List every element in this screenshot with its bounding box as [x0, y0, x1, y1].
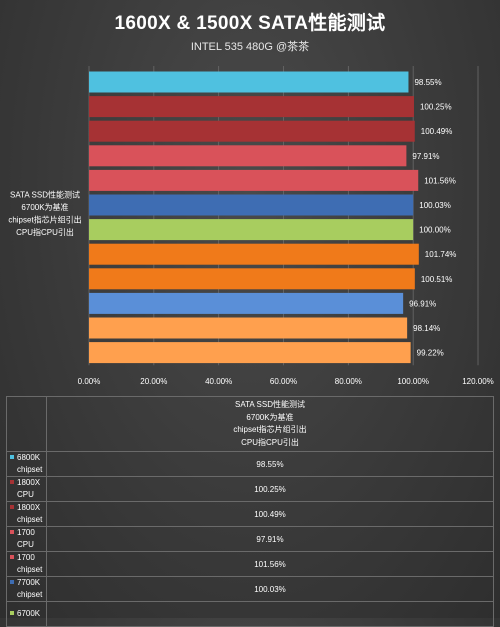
category-label-line: 6700K为基准 [21, 202, 68, 212]
table-corner [6, 396, 47, 452]
row-value: 100.25% [46, 476, 494, 502]
table-row: 1800X CPU 100.25% [6, 476, 494, 502]
x-tick-label: 60.00% [270, 377, 297, 386]
data-label: 96.91% [409, 299, 436, 308]
data-label: 100.25% [420, 103, 452, 112]
table-row: 6700K [6, 601, 494, 627]
bar [89, 292, 404, 314]
row-label-text: 1700 [17, 528, 35, 537]
bar [89, 169, 419, 191]
row-label-text: 1800X [17, 478, 41, 487]
table-row: 1800X chipset 100.49% [6, 501, 494, 527]
bar-chart: 98.55% 100.25% 100.49% 97.91% 101.56% 100.03%… [8, 66, 494, 386]
row-value: 100.49% [46, 501, 494, 527]
row-label: 1800X CPU [6, 476, 47, 502]
x-tick-label: 40.00% [205, 377, 232, 386]
legend-swatch [10, 455, 14, 460]
legend-swatch [10, 555, 14, 560]
data-label: 100.03% [419, 201, 451, 210]
bar [89, 268, 415, 290]
row-value: 98.55% [46, 451, 494, 477]
category-label-line: CPU指CPU引出 [16, 227, 74, 237]
row-label-line1: 1700 [8, 527, 46, 539]
chart-subtitle: INTEL 535 480G @茶茶 [190, 41, 310, 53]
bar [89, 96, 414, 118]
data-label: 100.49% [421, 127, 453, 136]
data-label: 99.22% [417, 349, 444, 358]
x-tick-label: 120.00% [462, 377, 494, 386]
bar [89, 194, 414, 216]
data-label: 98.14% [413, 324, 440, 333]
row-value: 97.91% [46, 526, 494, 552]
row-label-text: 1800X [17, 503, 41, 512]
data-label: 97.91% [412, 152, 439, 161]
x-tick-label: 100.00% [397, 377, 429, 386]
row-label: 1700 chipset [6, 551, 47, 577]
x-tick-label: 20.00% [140, 377, 167, 386]
row-label-line1: 6800K [8, 452, 46, 464]
table-row: 7700K chipset 100.03% [6, 576, 494, 602]
bar [89, 120, 415, 142]
bar [89, 71, 409, 93]
row-label-text: 7700K [17, 578, 41, 587]
row-label: 7700K chipset [6, 576, 47, 602]
row-label-line1: 1800X [8, 502, 46, 514]
category-label-line: chipset指芯片组引出 [8, 215, 81, 225]
table-header-line: SATA SSD性能测试 [235, 400, 305, 409]
x-tick-label: 80.00% [335, 377, 362, 386]
row-label: 1700 CPU [6, 526, 47, 552]
bar [89, 243, 419, 265]
bar [89, 317, 408, 339]
x-tick-label: 0.00% [78, 377, 101, 386]
chart-title: 1600X & 1500X SATA性能测试 [114, 13, 386, 34]
row-label-line2: chipset [17, 590, 43, 599]
table-header-line: 6700K为基准 [246, 412, 294, 422]
data-label: 101.74% [425, 250, 457, 259]
row-label-text: 6800K [17, 453, 41, 462]
legend-swatch [10, 505, 14, 510]
data-label: 101.56% [424, 176, 456, 185]
row-label: 1800X chipset [6, 501, 47, 527]
data-label: 100.51% [421, 275, 453, 284]
legend-swatch [10, 480, 14, 485]
row-value: 101.56% [46, 551, 494, 577]
row-value [46, 601, 494, 627]
bar [89, 145, 407, 167]
table-header-line: chipset指芯片组引出 [233, 425, 307, 434]
row-label-line2: CPU [17, 490, 34, 499]
row-label-line1: 7700K [8, 577, 46, 589]
row-label-text: 6700K [17, 609, 41, 618]
legend-swatch [10, 530, 14, 535]
bar [89, 342, 411, 364]
row-label-line2: CPU [17, 540, 34, 549]
row-label: 6800K chipset [6, 451, 47, 477]
data-label: 98.55% [414, 78, 441, 87]
row-value: 100.03% [46, 576, 494, 602]
table-row: 1700 chipset 101.56% [6, 551, 494, 577]
row-label-line2: chipset [17, 565, 43, 574]
row-label-line2: chipset [17, 465, 43, 474]
row-label-line1: 6700K [8, 608, 46, 620]
row-label-line1: 1700 [8, 552, 46, 564]
row-label-text: 1700 [17, 553, 35, 562]
table-row: 1700 CPU 97.91% [6, 526, 494, 552]
table-header-line: CPU指CPU引出 [241, 437, 299, 447]
legend-swatch [10, 580, 14, 585]
row-label-line2: chipset [17, 515, 43, 524]
category-label-line: SATA SSD性能测试 [10, 190, 80, 200]
data-label: 100.00% [419, 226, 451, 235]
row-label: 6700K [6, 601, 47, 627]
data-table: SATA SSD性能测试 6700K为基准 chipset指芯片组引出 CPU指… [6, 396, 494, 627]
bar [89, 219, 414, 241]
legend-swatch [10, 611, 14, 616]
row-label-line1: 1800X [8, 477, 46, 489]
table-row: 6800K chipset 98.55% [6, 451, 494, 477]
table-header: SATA SSD性能测试 6700K为基准 chipset指芯片组引出 CPU指… [46, 396, 494, 452]
